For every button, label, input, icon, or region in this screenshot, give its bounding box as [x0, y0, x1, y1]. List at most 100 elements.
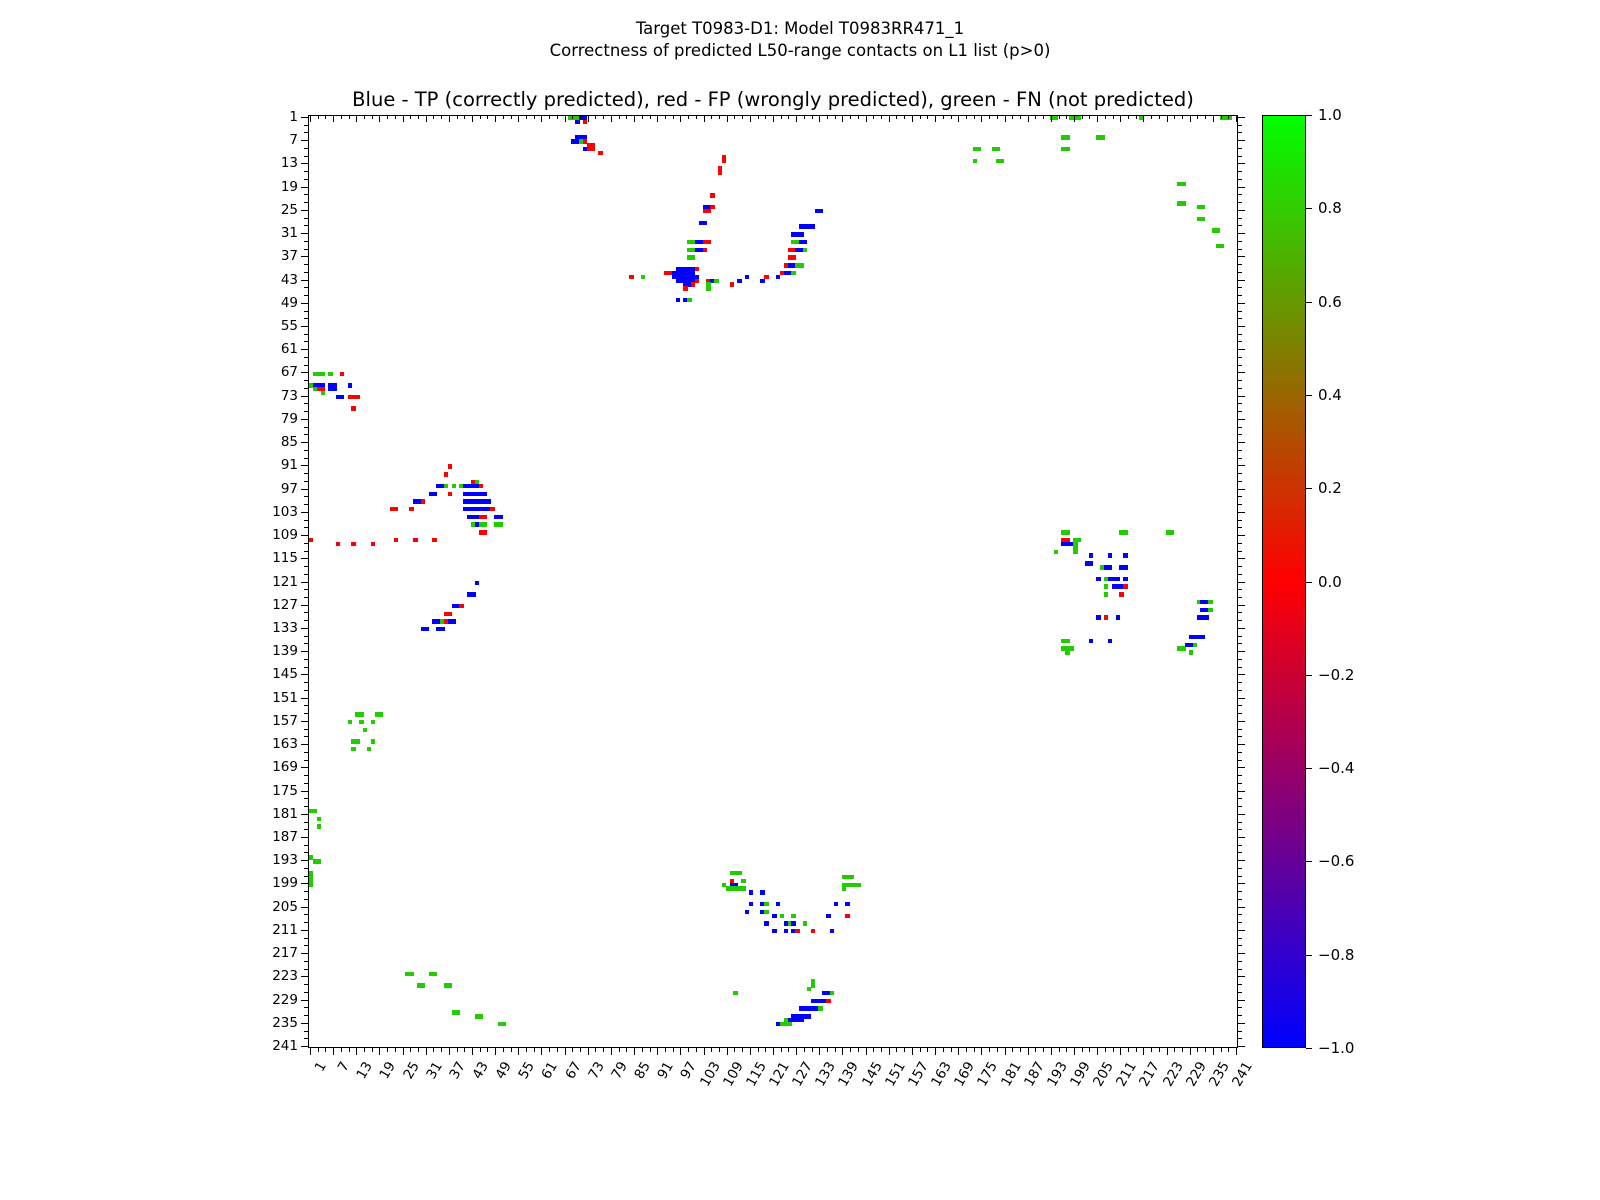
contact-cell	[795, 263, 800, 268]
contact-cell	[432, 971, 437, 976]
minor-tick	[1238, 457, 1242, 459]
contact-cell	[795, 239, 800, 245]
minor-tick	[1035, 1048, 1037, 1052]
contact-cell	[336, 541, 341, 547]
contact-cell	[795, 247, 800, 253]
contact-cell	[370, 719, 376, 725]
contact-cell	[1200, 607, 1205, 613]
minor-tick	[304, 248, 308, 250]
contact-cell	[1196, 205, 1201, 210]
contact-cell	[733, 870, 738, 876]
major-tick	[301, 302, 308, 304]
major-tick	[1166, 1048, 1168, 1055]
contact-cell	[1188, 642, 1194, 647]
minor-tick	[788, 1048, 790, 1052]
contact-cell	[1215, 228, 1221, 233]
minor-tick	[1238, 806, 1242, 808]
contact-cell	[474, 491, 480, 496]
contact-cell	[992, 146, 997, 152]
contact-cell	[440, 483, 445, 489]
contact-cell	[702, 205, 708, 210]
minor-tick	[811, 1048, 813, 1052]
minor-tick	[304, 589, 308, 591]
major-tick	[865, 1048, 867, 1055]
contact-cell	[694, 247, 700, 253]
major-tick	[1238, 488, 1245, 490]
major-tick	[1238, 418, 1245, 420]
minor-tick	[1012, 1048, 1014, 1052]
major-tick	[796, 1048, 798, 1055]
major-tick	[1212, 1048, 1214, 1055]
y-axis-tick-label: 115	[272, 550, 298, 567]
contact-cell	[498, 1021, 503, 1027]
minor-tick	[387, 1048, 389, 1052]
contact-cell	[822, 990, 827, 996]
minor-tick	[1081, 115, 1083, 119]
contact-cell	[845, 913, 850, 918]
major-tick	[301, 558, 308, 560]
minor-tick	[304, 202, 308, 204]
minor-tick	[1238, 589, 1242, 591]
major-tick	[495, 115, 497, 122]
minor-tick	[1238, 504, 1242, 506]
contact-cell	[420, 983, 426, 988]
contact-cell	[1204, 607, 1209, 613]
contact-cell	[799, 263, 804, 268]
contact-cell	[1103, 576, 1109, 582]
minor-tick	[1238, 852, 1242, 854]
contact-cell	[806, 224, 812, 229]
minor-tick	[304, 426, 308, 428]
minor-tick	[304, 844, 308, 846]
x-axis-tick-label: 151	[881, 1059, 909, 1090]
contact-cell	[467, 483, 472, 489]
contact-cell	[1208, 599, 1213, 605]
contact-cell	[691, 247, 696, 253]
major-tick	[541, 115, 543, 122]
contact-cell	[320, 390, 325, 396]
contact-cell	[1200, 205, 1205, 210]
minor-tick	[479, 115, 481, 119]
colorbar-tick	[1306, 581, 1312, 583]
contact-cell	[691, 274, 696, 280]
contact-cell	[1049, 116, 1055, 121]
contact-cell	[486, 507, 491, 512]
major-tick	[1238, 883, 1245, 885]
contact-cell	[1073, 116, 1078, 121]
contact-cell	[309, 537, 314, 543]
colorbar-tick-label: −0.8	[1318, 945, 1355, 964]
contact-cell	[309, 882, 314, 887]
x-axis-tick-label: 163	[928, 1059, 955, 1090]
minor-tick	[1151, 115, 1153, 119]
minor-tick	[304, 612, 308, 614]
contact-cell	[1115, 615, 1120, 620]
contact-cell	[478, 530, 484, 535]
major-tick	[356, 1048, 358, 1055]
minor-tick	[688, 1048, 690, 1052]
major-tick	[1238, 929, 1245, 931]
contact-cell	[764, 921, 769, 926]
major-tick	[1238, 651, 1245, 653]
minor-tick	[742, 115, 744, 119]
minor-tick	[304, 225, 308, 227]
contact-cell	[1215, 243, 1221, 249]
contact-cell	[760, 909, 765, 915]
contact-cell	[359, 712, 364, 717]
contact-cell	[694, 278, 700, 284]
contact-cell	[745, 909, 750, 915]
contact-map-axes[interactable]	[308, 115, 1238, 1048]
y-axis-tick-label: 91	[280, 457, 298, 474]
minor-tick	[996, 1048, 998, 1052]
major-tick	[680, 1048, 682, 1055]
axes-title-legend: Blue - TP (correctly predicted), red - F…	[352, 88, 1194, 111]
minor-tick	[742, 1048, 744, 1052]
y-axis-tick-label: 103	[272, 503, 298, 520]
major-tick	[541, 1048, 543, 1055]
minor-tick	[1238, 1015, 1242, 1017]
minor-tick	[580, 115, 582, 119]
contact-cell	[451, 1010, 457, 1015]
contact-cell	[1103, 592, 1109, 597]
major-tick	[301, 535, 308, 537]
major-tick	[1238, 999, 1245, 1001]
minor-tick	[304, 775, 308, 777]
x-axis-tick-label: 55	[515, 1059, 539, 1082]
